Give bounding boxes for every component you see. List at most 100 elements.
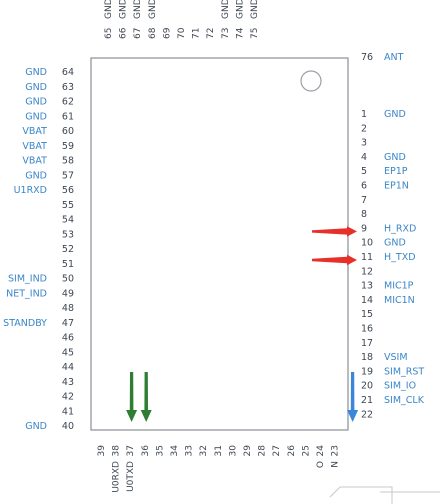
left-pin-signal: VBAT [22,141,47,152]
green-arrow [126,372,138,422]
left-pin-signal: GND [25,421,47,432]
left-pin-number: 57 [62,170,74,181]
bottom-pin-number: 39 [97,445,107,457]
right-pin-signal: GND [384,152,406,163]
top-pin-number: 72 [206,28,216,39]
right-pin-signal: MIC1N [384,295,415,306]
right-pin-signal: EP1P [384,166,408,177]
left-pin-number: 54 [62,215,74,226]
right-pin-number: 17 [361,338,373,349]
left-pin-number: 58 [62,156,74,167]
right-pin-number: 5 [361,166,367,177]
right-pin-signal: EP1N [384,181,409,192]
right-pin-signal: SIM_CLK [384,395,425,406]
bottom-pin-number: 31 [214,445,224,456]
bottom-pin-number: 35 [155,445,165,456]
right-pin-number: 76 [361,52,373,63]
right-pin-number: 12 [361,266,373,277]
right-pin-signal: ANT [384,52,404,63]
top-pin-number: 71 [192,28,202,39]
top-pin-number: 75 [250,28,260,39]
bottom-pin-number: 25 [301,445,311,456]
bottom-pin-number: 26 [287,445,297,457]
right-pin-signal: H_TXD [384,252,416,263]
left-pin-number: 47 [62,318,74,329]
right-pin-signal: VSIM [384,352,408,363]
red-arrow [312,254,357,266]
left-pin-signal: U1RXD [14,185,47,196]
left-pin-signal: GND [25,170,47,181]
left-pin-number: 52 [62,244,74,255]
bottom-pin-signal: U0TXD [126,461,136,492]
left-pin-number: 41 [62,406,74,417]
bottom-pin-number: 23 [331,445,341,456]
right-pin-signal: MIC1P [384,281,414,292]
top-pin-signal: GND [133,0,143,19]
top-pin-signal: GND [104,0,114,19]
left-pin-number: 45 [62,347,74,358]
bottom-pin-number: 29 [243,445,253,457]
top-pin-number: 70 [177,27,187,39]
right-pin-number: 16 [361,324,373,335]
bottom-pin-number: 32 [199,445,209,456]
left-pin-number: 64 [62,67,74,78]
right-pin-number: 15 [361,309,373,320]
left-pin-signal: GND [25,67,47,78]
bottom-pin-signal: U0RXD [112,461,122,493]
right-pin-signal: SIM_IO [384,381,416,392]
left-pin-number: 60 [62,126,74,137]
left-pin-signal: VBAT [22,126,47,137]
left-pin-number: 55 [62,200,74,211]
right-pin-number: 10 [361,238,373,249]
left-pin-number: 49 [62,288,74,299]
right-pin-number: 1 [361,109,367,120]
left-pin-number: 46 [62,333,74,344]
pin-labels: 64GND63GND62GND61GND60VBAT59VBAT58VBAT57… [3,0,425,493]
top-pin-number: 73 [221,28,231,39]
left-pin-number: 56 [62,185,74,196]
right-pin-number: 21 [361,395,373,406]
right-pin-number: 4 [361,152,367,163]
left-pin-signal: GND [25,97,47,108]
left-pin-number: 40 [62,421,74,432]
page-edge-mark [329,486,393,504]
bottom-pin-number: 27 [272,445,282,456]
bottom-pin-number: 34 [170,445,180,457]
right-pin-signal: GND [384,238,406,249]
bottom-pin-signal: O [316,461,326,468]
top-pin-signal: GND [221,0,231,19]
red-arrow [312,226,357,237]
left-pin-number: 63 [62,82,74,93]
left-pin-signal: VBAT [22,156,47,167]
left-pin-number: 44 [62,362,74,373]
right-pin-number: 20 [361,381,373,392]
left-pin-number: 48 [62,303,74,314]
blue-arrow [347,372,359,422]
right-pin-number: 9 [361,223,367,234]
right-pin-number: 14 [361,295,373,306]
right-pin-number: 7 [361,195,367,206]
green-arrow [140,372,152,422]
top-pin-number: 66 [119,27,129,39]
bottom-pin-number: 30 [228,445,238,457]
left-pin-signal: GND [25,111,47,122]
bottom-pin-signal: N [331,461,341,468]
left-pin-number: 43 [62,377,74,388]
top-pin-number: 65 [104,28,114,39]
top-pin-signal: GND [250,0,260,19]
pin1-marker [300,70,322,92]
top-pin-signal: GND [119,0,129,19]
top-pin-number: 67 [133,28,143,39]
top-pin-number: 69 [162,27,172,39]
left-pin-number: 50 [62,274,74,285]
module-body [90,57,349,431]
right-pin-number: 8 [361,209,367,220]
right-pin-number: 18 [361,352,373,363]
bottom-pin-number: 28 [258,445,268,457]
left-pin-signal: STANDBY [3,318,47,329]
bottom-pin-number: 36 [141,445,151,457]
right-pin-signal: H_RXD [384,223,416,234]
left-pin-number: 62 [62,97,74,108]
right-pin-number: 19 [361,366,373,377]
